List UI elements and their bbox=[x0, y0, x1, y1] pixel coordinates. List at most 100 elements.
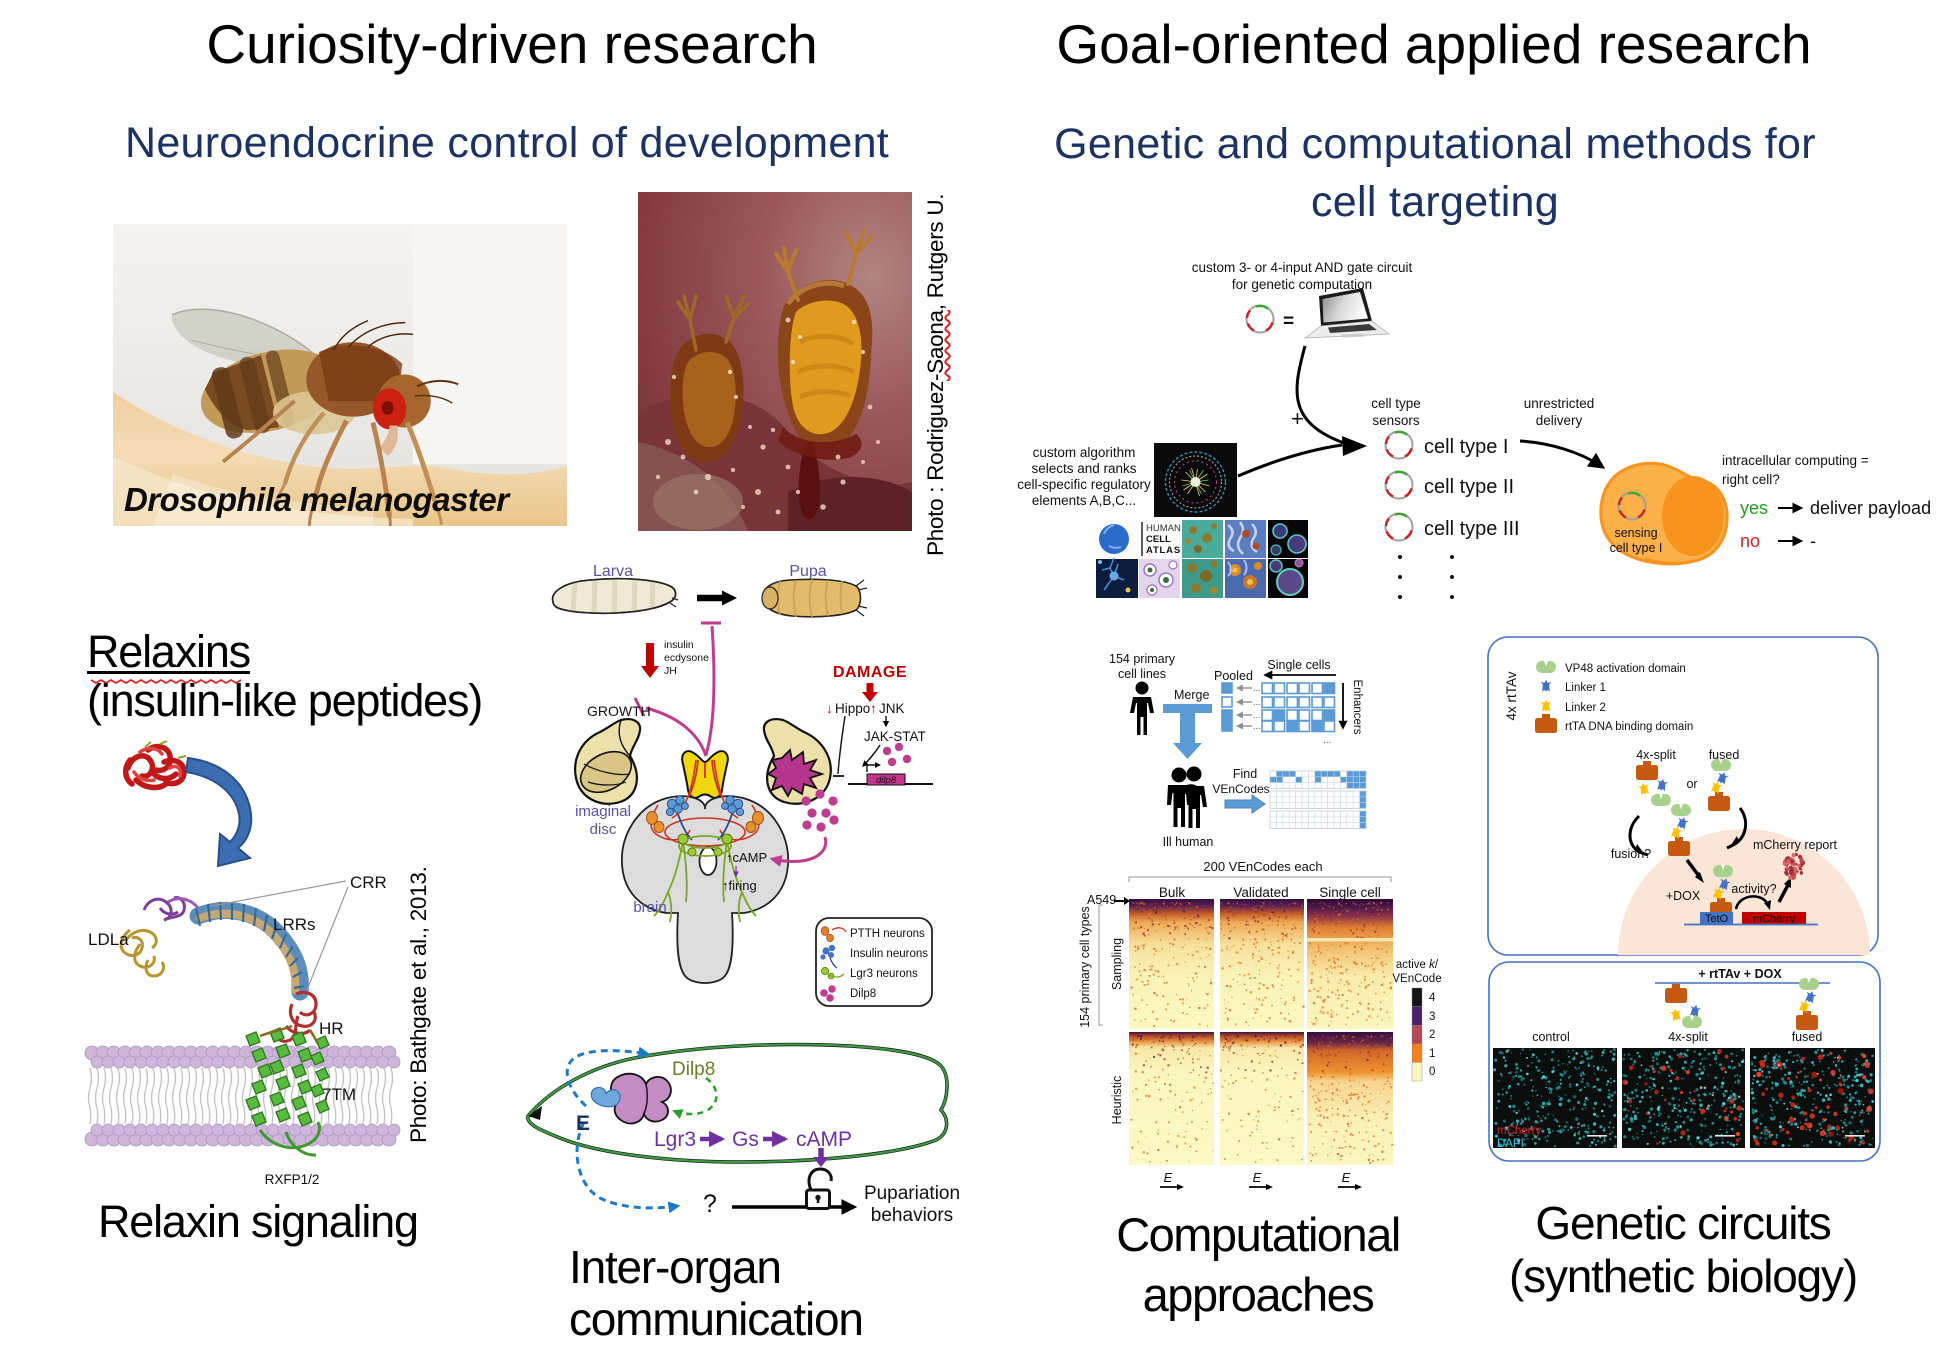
svg-text:...: ... bbox=[1253, 683, 1261, 693]
svg-text:4: 4 bbox=[1429, 992, 1436, 1004]
svg-text:deliver payload: deliver payload bbox=[1810, 498, 1931, 518]
svg-text:disc: disc bbox=[590, 821, 617, 838]
svg-text:fusion?: fusion? bbox=[1611, 847, 1651, 861]
svg-text:Drosophila melanogaster: Drosophila melanogaster bbox=[124, 481, 511, 518]
svg-text:Bulk: Bulk bbox=[1159, 885, 1186, 900]
svg-text:custom algorithm: custom algorithm bbox=[1033, 445, 1136, 460]
svg-text:HUMAN: HUMAN bbox=[1146, 523, 1181, 534]
svg-text:?: ? bbox=[703, 1190, 717, 1218]
svg-text:...: ... bbox=[1253, 697, 1261, 707]
svg-text:3: 3 bbox=[1429, 1011, 1435, 1023]
svg-text:4x rtTAv: 4x rtTAv bbox=[1504, 671, 1519, 720]
svg-text:GROWTH: GROWTH bbox=[587, 703, 651, 719]
svg-text:delivery: delivery bbox=[1536, 413, 1583, 428]
svg-text:Validated: Validated bbox=[1233, 885, 1288, 900]
svg-text:custom 3- or 4-input AND gate: custom 3- or 4-input AND gate circuit bbox=[1192, 260, 1413, 275]
svg-text:Lgr3: Lgr3 bbox=[654, 1128, 696, 1151]
svg-text:imaginal: imaginal bbox=[575, 803, 631, 820]
svg-text:Single cells: Single cells bbox=[1267, 658, 1330, 672]
svg-text:...: ... bbox=[1323, 735, 1331, 746]
svg-text:200 VEnCodes each: 200 VEnCodes each bbox=[1203, 859, 1322, 874]
svg-text:cell lines: cell lines bbox=[1118, 667, 1166, 681]
svg-text:brain: brain bbox=[633, 899, 666, 916]
svg-text:ecdysone: ecdysone bbox=[664, 652, 709, 664]
svg-text:↑: ↑ bbox=[870, 701, 877, 716]
svg-text:↑firing: ↑firing bbox=[722, 878, 757, 893]
svg-text:CELL: CELL bbox=[1146, 534, 1171, 545]
svg-text:Hippo: Hippo bbox=[835, 701, 870, 716]
svg-text:intracellular computing =: intracellular computing = bbox=[1722, 453, 1869, 468]
svg-text:-: - bbox=[1810, 531, 1816, 551]
svg-text:cell type: cell type bbox=[1371, 396, 1421, 411]
svg-text:+DOX: +DOX bbox=[1666, 889, 1701, 903]
svg-text:sensors: sensors bbox=[1372, 413, 1420, 428]
svg-text:VEnCodes: VEnCodes bbox=[1212, 782, 1269, 796]
svg-text:elements A,B,C...: elements A,B,C... bbox=[1032, 493, 1136, 508]
svg-text:cell type I: cell type I bbox=[1424, 436, 1508, 458]
svg-text:+: + bbox=[1291, 406, 1304, 431]
svg-text:VEnCode: VEnCode bbox=[1392, 973, 1441, 985]
svg-text:...: ... bbox=[1253, 710, 1261, 720]
svg-text:JH: JH bbox=[664, 665, 677, 677]
svg-text:cAMP: cAMP bbox=[796, 1128, 852, 1151]
svg-text:TetO: TetO bbox=[1705, 913, 1729, 925]
svg-text:4x-split: 4x-split bbox=[1636, 748, 1676, 762]
svg-text:1: 1 bbox=[1429, 1048, 1435, 1060]
svg-text:154 primary: 154 primary bbox=[1109, 652, 1176, 666]
svg-text:↑cAMP: ↑cAMP bbox=[726, 850, 767, 865]
svg-text:or: or bbox=[1686, 777, 1697, 791]
svg-text:selects and ranks: selects and ranks bbox=[1031, 461, 1136, 476]
svg-text:Pupa: Pupa bbox=[789, 563, 826, 580]
svg-text:JNK: JNK bbox=[879, 701, 905, 716]
svg-text:activity?: activity? bbox=[1731, 882, 1776, 896]
svg-text:4x-split: 4x-split bbox=[1668, 1030, 1708, 1044]
svg-text:no: no bbox=[1740, 531, 1760, 551]
svg-text:Heuristic: Heuristic bbox=[1110, 1076, 1124, 1125]
svg-text:CRR: CRR bbox=[350, 873, 387, 892]
svg-text:JAK-STAT: JAK-STAT bbox=[864, 729, 926, 744]
svg-text:Find: Find bbox=[1233, 767, 1257, 781]
svg-text:HR: HR bbox=[319, 1019, 344, 1038]
svg-text:active k/: active k/ bbox=[1396, 959, 1439, 971]
svg-text:Merge: Merge bbox=[1174, 688, 1209, 702]
svg-text:dilp8: dilp8 bbox=[876, 775, 897, 786]
svg-text:cell-specific regulatory: cell-specific regulatory bbox=[1017, 477, 1151, 492]
svg-text:Insulin neurons: Insulin neurons bbox=[850, 948, 928, 960]
svg-text:rtTA DNA binding domain: rtTA DNA binding domain bbox=[1565, 721, 1693, 733]
svg-text:ATLAS: ATLAS bbox=[1146, 545, 1181, 556]
svg-text:Linker 1: Linker 1 bbox=[1565, 682, 1606, 694]
svg-text:Dilp8: Dilp8 bbox=[672, 1059, 715, 1080]
svg-text:0: 0 bbox=[1429, 1066, 1435, 1078]
svg-text:Pupariation: Pupariation bbox=[864, 1183, 960, 1204]
svg-text:Ill human: Ill human bbox=[1163, 835, 1214, 849]
svg-text:Enhancers: Enhancers bbox=[1351, 680, 1363, 735]
svg-text:Linker 2: Linker 2 bbox=[1565, 702, 1606, 714]
svg-text:Lgr3 neurons: Lgr3 neurons bbox=[850, 968, 918, 980]
svg-text:=: = bbox=[1283, 311, 1294, 332]
svg-text:Larva: Larva bbox=[593, 563, 633, 580]
svg-text:+ rtTAv + DOX: + rtTAv + DOX bbox=[1698, 967, 1782, 981]
svg-text:Sampling: Sampling bbox=[1110, 938, 1124, 990]
svg-text:Gs: Gs bbox=[732, 1128, 759, 1151]
svg-text:mCherry report: mCherry report bbox=[1753, 838, 1838, 852]
svg-text:E: E bbox=[1253, 1170, 1262, 1185]
svg-text:E: E bbox=[1164, 1170, 1173, 1185]
svg-text:Dilp8: Dilp8 bbox=[850, 988, 876, 1000]
svg-text:Pooled: Pooled bbox=[1214, 669, 1253, 683]
svg-text:E: E bbox=[576, 1112, 590, 1135]
svg-text:cell type I: cell type I bbox=[1610, 541, 1663, 555]
svg-text:DAMAGE: DAMAGE bbox=[833, 664, 907, 681]
svg-text:DAPI: DAPI bbox=[1497, 1138, 1524, 1150]
svg-text:E: E bbox=[1342, 1170, 1351, 1185]
svg-text:cell type III: cell type III bbox=[1424, 518, 1520, 540]
svg-text:Single cell: Single cell bbox=[1319, 885, 1381, 900]
svg-text:A549: A549 bbox=[1087, 893, 1116, 907]
svg-text:insulin: insulin bbox=[664, 639, 694, 651]
svg-text:control: control bbox=[1532, 1030, 1570, 1044]
svg-text:2: 2 bbox=[1429, 1029, 1435, 1041]
svg-text:unrestricted: unrestricted bbox=[1524, 396, 1595, 411]
svg-text:7TM: 7TM bbox=[322, 1085, 356, 1104]
svg-text:fused: fused bbox=[1792, 1030, 1823, 1044]
svg-text:RXFP1/2: RXFP1/2 bbox=[265, 1172, 320, 1187]
svg-text:cell type II: cell type II bbox=[1424, 476, 1514, 498]
